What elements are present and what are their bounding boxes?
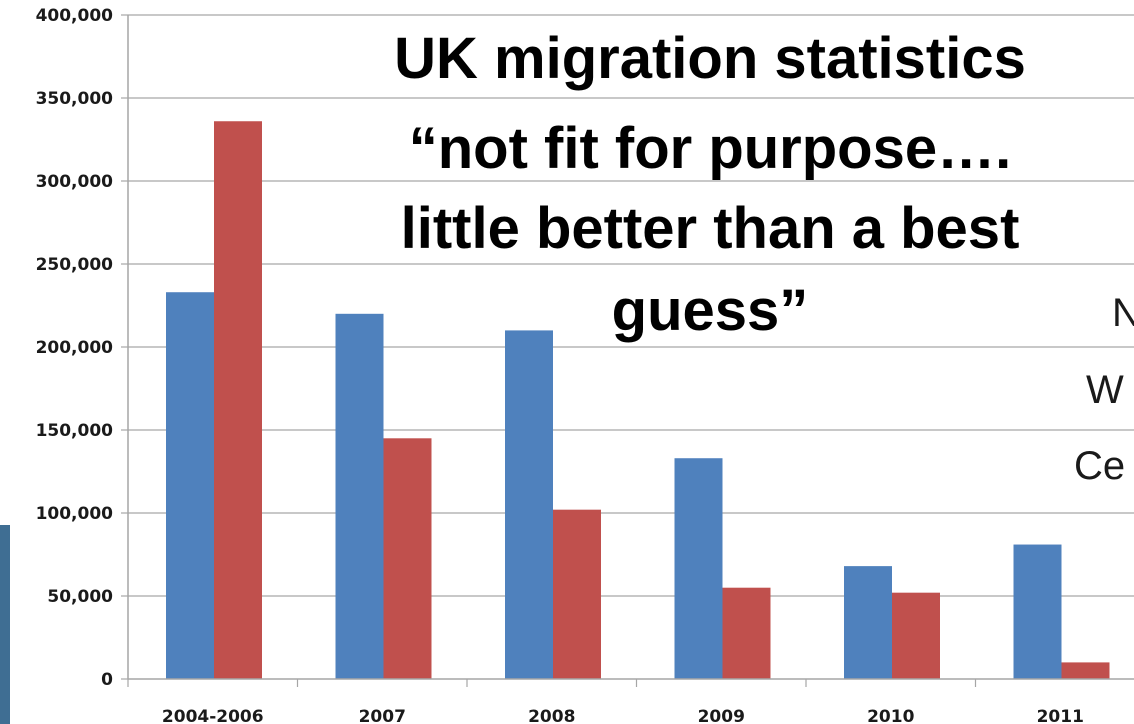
y-tick-label: 250,000 <box>36 255 114 275</box>
y-tick-label: 350,000 <box>36 89 114 109</box>
x-tick-label: 2004-2006 <box>162 707 264 724</box>
x-tick-label: 2011 <box>1037 707 1084 724</box>
overlay-title-line-3: little better than a best <box>401 196 1020 261</box>
gridlines <box>128 14 1134 597</box>
overlay-title-line-4: guess” <box>612 278 809 343</box>
y-tick-label: 200,000 <box>36 338 114 358</box>
bar-blue-2010 <box>844 566 892 679</box>
bar-red-2010 <box>892 592 940 679</box>
y-tick-label: 0 <box>101 670 113 690</box>
y-tick-label: 300,000 <box>36 172 114 192</box>
bar-blue-2009 <box>674 458 723 679</box>
overlay-title-line-1: UK migration statistics <box>394 26 1026 91</box>
y-tick-label: 100,000 <box>36 504 114 524</box>
side-text-fragment-1: N <box>1112 291 1134 335</box>
bar-blue-2008 <box>505 330 553 679</box>
side-text-fragment-2: W <box>1086 368 1124 412</box>
y-tick-label: 150,000 <box>36 421 114 441</box>
left-edge-photo-strip <box>0 525 10 724</box>
bar-blue-2004-2006 <box>166 292 214 679</box>
bar-red-2009 <box>722 587 771 679</box>
x-tick-label: 2010 <box>867 707 914 724</box>
y-tick-label: 50,000 <box>47 587 113 607</box>
bar-red-2007 <box>383 438 432 679</box>
bar-red-2011 <box>1061 662 1110 679</box>
overlay-title: UK migration statistics “not fit for pur… <box>394 26 1026 343</box>
x-tick-label: 2008 <box>528 707 575 724</box>
x-tick-label: 2007 <box>359 707 406 724</box>
bar-red-2008 <box>553 509 601 679</box>
x-tick-label: 2009 <box>698 707 745 724</box>
y-axis-ticks: 0 50,000 100,000 150,000 200,000 250,000 300,0… <box>36 6 128 690</box>
overlay-title-line-2: “not fit for purpose…. <box>409 116 1012 181</box>
side-text-fragment-3: Ce <box>1074 444 1125 488</box>
y-tick-label: 400,000 <box>36 6 114 26</box>
bar-red-2004-2006 <box>214 121 262 680</box>
side-text: N W Ce <box>1074 291 1134 488</box>
bar-blue-2011 <box>1013 544 1062 679</box>
x-axis-labels: 2004-2006 2007 2008 2009 2010 2011 <box>162 707 1084 724</box>
axes <box>127 15 1134 687</box>
bar-blue-2007 <box>335 313 384 679</box>
bars <box>166 121 1110 680</box>
